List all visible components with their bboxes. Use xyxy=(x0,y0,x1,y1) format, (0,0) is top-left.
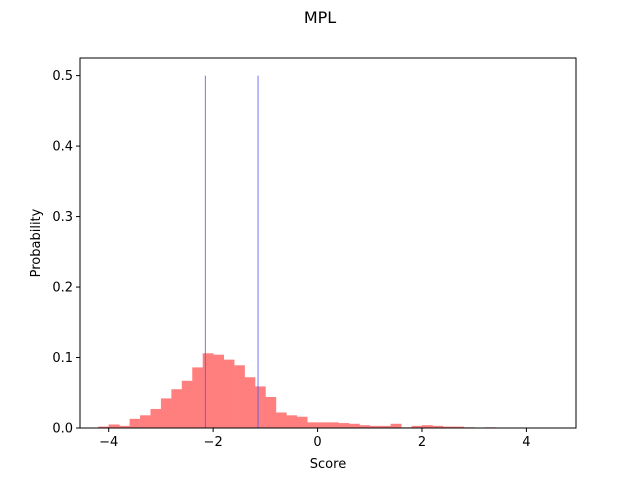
x-tick-label: −4 xyxy=(99,435,118,450)
histogram-bar xyxy=(223,359,235,428)
histogram-bar xyxy=(411,425,423,428)
histogram-bar xyxy=(234,365,245,428)
y-axis-label: Probability xyxy=(29,208,44,277)
x-axis-label: Score xyxy=(310,457,346,472)
histogram-bar xyxy=(380,425,392,428)
histogram-bar xyxy=(359,425,371,428)
histogram-bar xyxy=(119,425,130,428)
histogram-bar xyxy=(213,354,224,428)
histogram-bar xyxy=(369,425,381,428)
histogram-bar xyxy=(181,380,193,428)
histogram-bar xyxy=(275,412,287,428)
y-tick-label: 0.3 xyxy=(52,210,73,225)
histogram-bar xyxy=(171,389,183,428)
histogram-bar xyxy=(453,426,465,428)
histogram-bar xyxy=(202,353,214,428)
y-tick-label: 0.2 xyxy=(52,281,73,296)
histogram-bar xyxy=(338,423,350,428)
histogram-bars xyxy=(98,353,496,428)
histogram-bar xyxy=(150,408,162,428)
histogram-bar xyxy=(265,396,277,428)
histogram-bar xyxy=(108,424,120,428)
histogram-bar xyxy=(348,423,360,428)
histogram-bar xyxy=(160,398,172,428)
histogram-bar xyxy=(421,425,433,428)
histogram-bar xyxy=(307,422,318,428)
y-axis-ticks: 0.0 0.1 0.2 0.3 0.4 0.5 xyxy=(52,69,80,437)
chart-title: MPL xyxy=(304,8,336,27)
histogram-bar xyxy=(442,426,454,428)
histogram-bar xyxy=(244,377,256,428)
x-tick-label: 2 xyxy=(418,435,426,450)
x-tick-label: 4 xyxy=(522,435,530,450)
x-axis-ticks: −4 −2 0 2 4 xyxy=(99,428,531,450)
histogram-bar xyxy=(98,426,110,428)
histogram-bar xyxy=(254,386,266,428)
histogram-bar xyxy=(192,367,204,428)
x-tick-label: 0 xyxy=(313,435,321,450)
y-tick-label: 0.4 xyxy=(52,140,73,155)
histogram-bar xyxy=(390,423,402,428)
histogram-bar xyxy=(140,415,151,428)
y-tick-label: 0.1 xyxy=(52,351,73,366)
vertical-lines xyxy=(204,75,259,428)
x-tick-label: −2 xyxy=(204,435,223,450)
histogram-bar xyxy=(328,422,339,428)
histogram-bar xyxy=(432,425,444,428)
y-tick-label: 0.0 xyxy=(52,422,73,437)
y-tick-label: 0.5 xyxy=(52,69,73,84)
histogram-bar xyxy=(296,416,308,428)
histogram-bar xyxy=(129,418,141,428)
histogram-bar xyxy=(286,415,298,428)
plot-frame xyxy=(79,57,577,429)
histogram-bar xyxy=(317,422,329,428)
